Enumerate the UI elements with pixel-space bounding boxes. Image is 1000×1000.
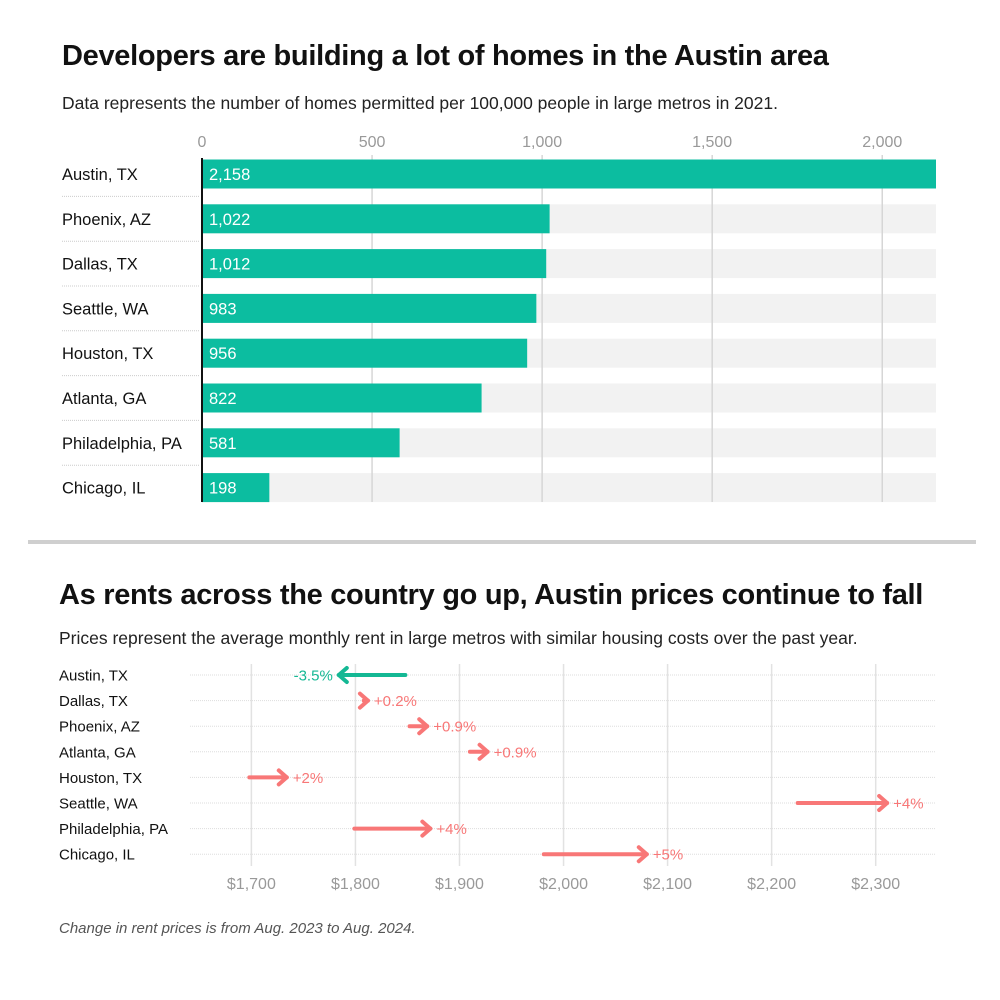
change-label: +5% [653,847,683,864]
category-label: Phoenix, AZ [62,211,151,229]
bar-value-label: 198 [209,480,237,498]
change-label: +4% [436,821,466,838]
x-tick-label: 1,000 [522,134,562,151]
x-tick-label: $1,700 [227,876,276,893]
chart1-subtitle: Data represents the number of homes perm… [62,93,778,113]
bar [202,428,400,458]
category-label: Philadelphia, PA [62,435,182,453]
category-label: Chicago, IL [62,480,145,498]
category-label: Atlanta, GA [59,744,136,761]
chart2-subtitle: Prices represent the average monthly ren… [59,628,858,648]
change-label: +0.2% [374,693,417,710]
category-label: Austin, TX [62,166,138,184]
arrow-head [357,691,370,710]
x-tick-label: 500 [359,134,386,151]
bar [202,293,537,323]
arrow-chart: $1,700 $1,800 $1,900 $2,000 $2,100 $2,200 $2,3… [59,664,935,893]
x-tick-label: 2,000 [862,134,902,151]
bar-chart: 0 500 1,000 1,500 2,000 2,158 Austin, TX 1,022 P… [62,134,936,503]
arrow-head [636,845,649,864]
arrow-head [276,768,289,787]
category-label: Philadelphia, PA [59,821,168,838]
change-label: +4% [893,796,923,813]
bar-track [202,473,936,503]
bar-value-label: 956 [209,345,237,363]
chart2-note: Change in rent prices is from Aug. 2023 … [59,920,416,937]
x-tick-label: $2,300 [851,876,900,893]
bar [202,383,482,413]
bar-value-label: 1,022 [209,211,250,229]
category-label: Phoenix, AZ [59,719,140,736]
change-label: +2% [293,770,323,787]
category-label: Chicago, IL [59,847,135,864]
category-label: Atlanta, GA [62,390,146,408]
arrow-head [417,717,430,736]
x-tick-label: 1,500 [692,134,732,151]
x-tick-label: $2,100 [643,876,692,893]
category-label: Houston, TX [62,345,153,363]
x-tick-label: $2,000 [539,876,588,893]
arrow-head [877,794,890,812]
bar-value-label: 2,158 [209,166,250,184]
category-label: Austin, TX [59,668,128,685]
change-label: +0.9% [494,744,537,761]
bar [202,159,936,189]
bar [202,204,550,234]
arrow-head [477,742,490,761]
bar-value-label: 822 [209,390,237,408]
bar-value-label: 983 [209,300,237,318]
category-label: Houston, TX [59,770,142,787]
x-tick-label: $1,800 [331,876,380,893]
chart2-title: As rents across the country go up, Austi… [59,579,924,611]
bar-value-label: 581 [209,435,237,453]
category-label: Dallas, TX [59,693,128,710]
bar [202,473,270,503]
category-label: Seattle, WA [62,300,149,318]
section-divider [28,540,976,544]
x-tick-label: $2,200 [747,876,796,893]
change-label: +0.9% [433,719,476,736]
category-label: Seattle, WA [59,796,138,813]
arrow-head [336,666,349,684]
chart1-title: Developers are building a lot of homes i… [62,40,829,72]
x-tick-label: 0 [198,134,207,151]
bar-value-label: 1,012 [209,256,250,274]
arrow-head [420,819,433,838]
change-label: -3.5% [294,668,333,685]
x-tick-label: $1,900 [435,876,484,893]
category-label: Dallas, TX [62,256,138,274]
bar [202,249,547,279]
bar [202,338,528,368]
